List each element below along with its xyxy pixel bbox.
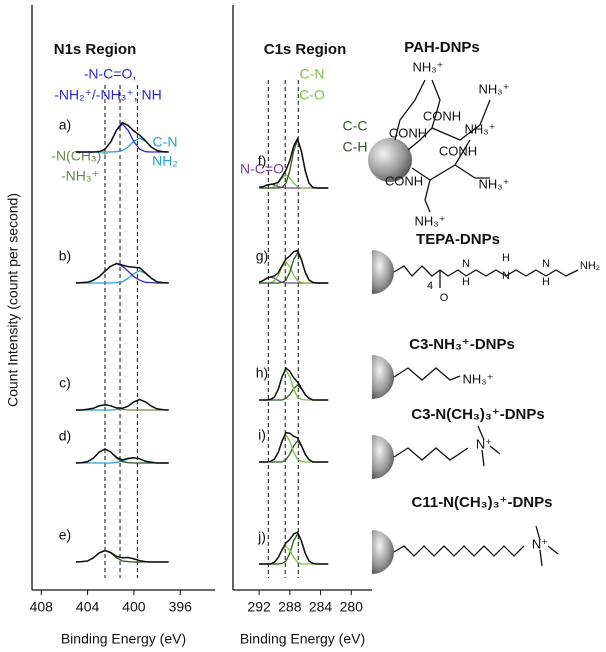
panel-label: f) <box>258 153 267 169</box>
structure-label: N <box>462 258 470 270</box>
panel-label: b) <box>59 248 71 264</box>
panel-label: e) <box>59 527 71 543</box>
spectrum-line <box>259 433 329 463</box>
spectrum-line <box>259 173 329 189</box>
structure-label: NH₃⁺ <box>415 213 446 228</box>
spectrum-line <box>259 367 329 401</box>
panel-label: a) <box>59 117 71 133</box>
structure-label: NH₃⁺ <box>479 81 510 96</box>
x-tick-label: 404 <box>76 599 100 615</box>
annotation: -NH₃⁺ <box>61 168 99 184</box>
panel-label: h) <box>256 365 268 381</box>
annotation: C-N <box>300 66 325 82</box>
annotation: -NH₂⁺/-NH₃⁺, NH <box>54 87 162 103</box>
spectrum-line <box>259 531 329 565</box>
chart-title: N1s Region <box>54 41 137 58</box>
structure-label: NH₃⁺ <box>413 59 444 74</box>
panel-label: i) <box>258 427 266 443</box>
structure-label: N <box>542 258 550 270</box>
structure-label: N⁺ <box>532 536 548 551</box>
structure-label: 4 <box>427 280 433 292</box>
structure-label: CONH <box>439 143 477 158</box>
structure-label: CONH <box>423 108 461 123</box>
structure-label: H <box>462 276 470 288</box>
spectrum-line <box>259 431 329 463</box>
spectrum-line <box>75 549 169 563</box>
annotation: -N(CH₃)⁺ <box>51 148 108 164</box>
annotation: C-N <box>153 134 178 150</box>
structure-label: CONH <box>389 125 427 140</box>
spectrum-line <box>76 398 169 411</box>
structure-title: C3-N(CH₃)₃⁺-DNPs <box>411 406 544 423</box>
y-axis-label: Count Intensity (count per second) <box>5 193 21 407</box>
spectrum-line <box>259 545 329 565</box>
structure-label: NH₂ <box>580 260 600 272</box>
annotation: C-C <box>343 118 368 134</box>
structures <box>368 79 579 574</box>
chart-title: C1s Region <box>264 41 347 58</box>
structure-label: NH₃⁺ <box>479 176 510 191</box>
spectrum-line <box>259 368 329 401</box>
spectrum-line <box>75 262 169 284</box>
x-axis-label: Binding Energy (eV) <box>240 631 365 647</box>
annotation: NH₂ <box>152 153 178 169</box>
structure-label: NH₃⁺ <box>465 121 496 136</box>
x-tick-label: 292 <box>247 599 271 615</box>
annotation: C-O <box>299 87 325 103</box>
spectrum-line <box>259 532 329 565</box>
structure-label: H <box>542 276 550 288</box>
x-tick-label: 396 <box>169 599 193 615</box>
annotation: -N-C=O, <box>84 66 137 82</box>
panel-label: d) <box>59 428 71 444</box>
x-tick-label: 284 <box>309 599 333 615</box>
x-tick-label: 400 <box>122 599 146 615</box>
x-tick-label: 288 <box>278 599 302 615</box>
structure-label: CONH <box>385 173 423 188</box>
structure-title: C3-NH₃⁺-DNPs <box>409 336 515 353</box>
annotation: N-C=O <box>240 161 284 177</box>
spectrum-line <box>259 260 329 284</box>
panel-label: c) <box>59 375 71 391</box>
x-axis-label: Binding Energy (eV) <box>61 631 186 647</box>
structure-title: C11-N(CH₃)₃⁺-DNPs <box>412 494 553 511</box>
structure-label: N⁺ <box>476 436 492 451</box>
structure-label: N <box>502 270 510 282</box>
structure-label: H <box>502 252 510 264</box>
structure-label: O <box>440 292 449 304</box>
panel-label: g) <box>256 248 268 264</box>
spectrum-line <box>75 448 169 464</box>
spectrum-line <box>259 251 329 284</box>
annotation: C-H <box>343 139 368 155</box>
spectrum-line <box>258 136 329 189</box>
structure-label: NH₃⁺ <box>463 371 494 386</box>
spectrum-line <box>76 121 169 153</box>
x-tick-label: 280 <box>340 599 364 615</box>
structure-title: PAH-DNPs <box>404 39 480 56</box>
spectrum-line <box>258 249 329 284</box>
panel-label: j) <box>257 529 266 545</box>
structure-title: TEPA-DNPs <box>416 231 500 248</box>
x-tick-label: 408 <box>30 599 54 615</box>
